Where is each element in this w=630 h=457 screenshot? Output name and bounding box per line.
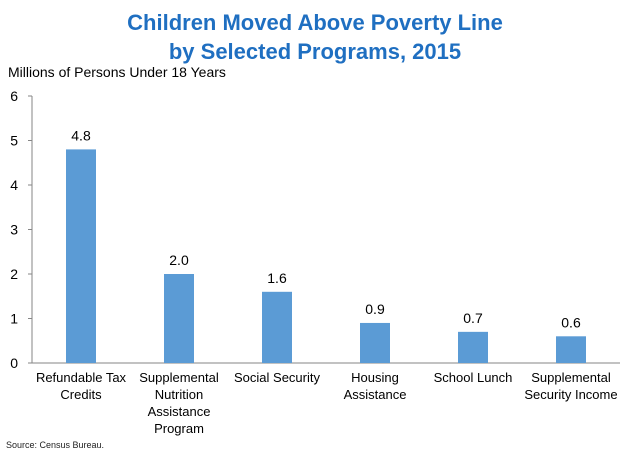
bar — [164, 274, 194, 363]
y-tick-label: 6 — [10, 88, 18, 104]
y-tick-label: 3 — [10, 222, 18, 238]
y-tick-label: 4 — [10, 177, 18, 193]
chart-title: Children Moved Above Poverty Line by Sel… — [0, 8, 630, 66]
bar — [262, 291, 292, 363]
x-tick-label: School Lunch — [434, 370, 513, 385]
chart-title-line-1: Children Moved Above Poverty Line — [127, 10, 503, 35]
source-note: Source: Census Bureau. — [6, 440, 105, 450]
bar — [66, 149, 96, 363]
y-tick-label: 2 — [10, 266, 18, 282]
data-label: 2.0 — [169, 252, 189, 268]
data-label: 0.7 — [463, 310, 483, 326]
data-label: 4.8 — [71, 127, 91, 143]
chart-title-line-2: by Selected Programs, 2015 — [168, 39, 462, 64]
y-axis-label: Millions of Persons Under 18 Years — [8, 64, 226, 80]
y-tick-label: 0 — [10, 355, 18, 371]
bar — [458, 331, 488, 363]
x-tick-label: Housing Assistance — [344, 370, 407, 402]
bar — [360, 322, 390, 363]
bar — [556, 336, 586, 363]
y-tick-label: 1 — [10, 311, 18, 327]
x-tick-label: Supplemental Security Income — [524, 370, 617, 402]
data-label: 0.9 — [365, 301, 385, 317]
data-label: 1.6 — [267, 270, 287, 286]
x-tick-label: Social Security — [234, 370, 320, 385]
x-tick-label: Supplemental Nutrition Assistance Program — [139, 370, 219, 436]
data-label: 0.6 — [561, 314, 581, 330]
y-tick-label: 5 — [10, 133, 18, 149]
x-tick-label: Refundable Tax Credits — [36, 370, 127, 402]
